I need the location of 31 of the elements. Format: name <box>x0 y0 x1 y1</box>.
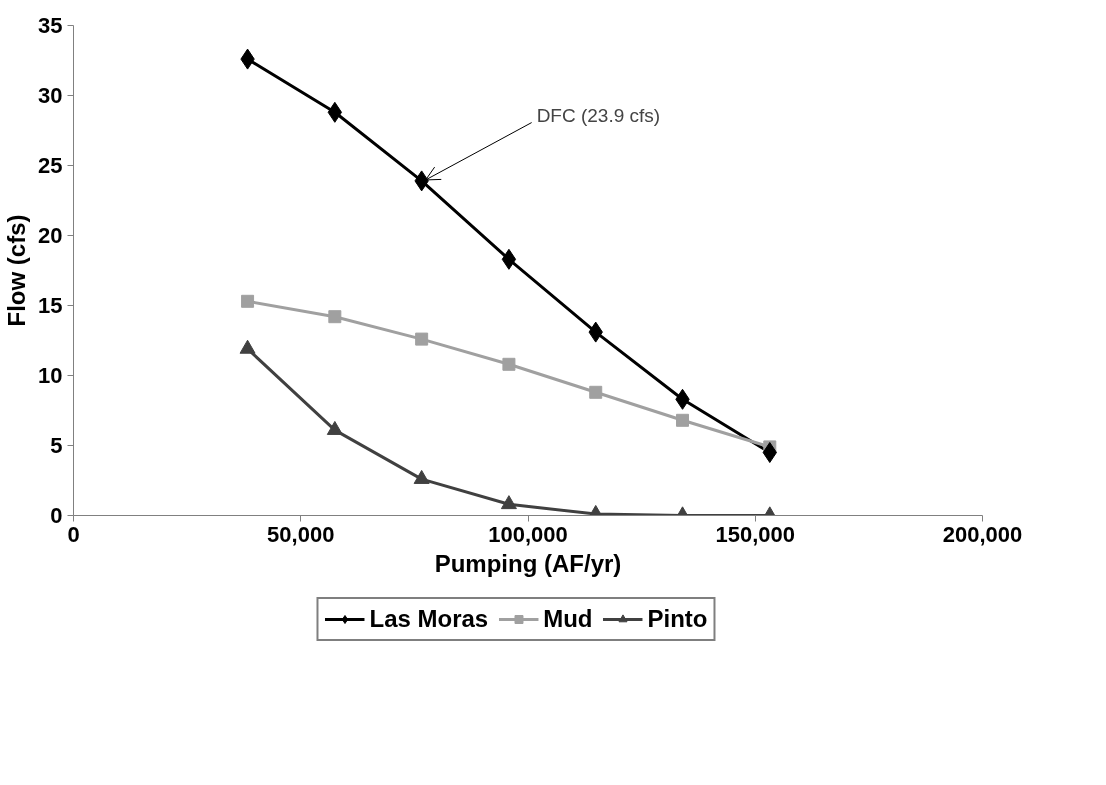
y-tick-label: 35 <box>38 13 63 38</box>
x-tick-label: 50,000 <box>267 521 335 547</box>
x-axis-title: Pumping (AF/yr) <box>434 549 622 577</box>
x-tick-label: 150,000 <box>715 521 796 547</box>
point <box>415 332 429 346</box>
legend-label: Las Moras <box>369 605 489 633</box>
point <box>326 420 343 435</box>
legend-label: Mud <box>543 605 593 633</box>
point <box>676 413 690 427</box>
point <box>589 385 603 399</box>
point <box>762 442 777 463</box>
annotation: DFC (23.9 cfs) <box>536 104 661 126</box>
y-tick-label: 15 <box>38 293 63 318</box>
point <box>501 248 517 270</box>
point <box>239 339 256 354</box>
y-tick-label: 20 <box>38 223 63 248</box>
x-tick-label: 0 <box>67 521 80 547</box>
point <box>241 294 255 308</box>
point <box>500 495 517 510</box>
point <box>502 357 516 371</box>
x-tick-label: 100,000 <box>488 521 568 547</box>
y-axis-title: Flow (cfs) <box>3 214 31 327</box>
legend-label: Pinto <box>647 605 708 633</box>
y-tick-label: 0 <box>50 503 63 528</box>
y-tick-label: 30 <box>38 83 63 108</box>
point <box>413 469 430 484</box>
x-tick-label: 200,000 <box>942 521 1023 547</box>
y-tick-label: 10 <box>38 363 63 388</box>
y-tick-label: 25 <box>38 153 63 178</box>
y-tick-label: 5 <box>50 433 63 458</box>
point <box>328 310 342 324</box>
